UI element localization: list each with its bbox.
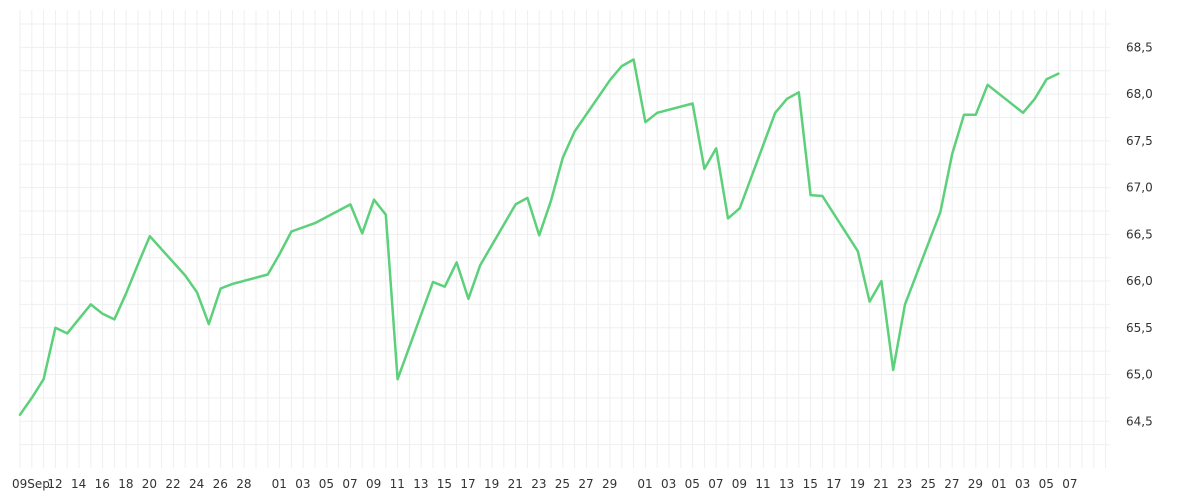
x-tick-label: 09 [732,477,747,491]
y-tick-label: 65,0 [1126,368,1153,382]
x-tick-label: 12 [47,477,62,491]
x-tick-label: 23 [531,477,546,491]
y-tick-label: 64,5 [1126,414,1153,428]
x-tick-label: 25 [921,477,936,491]
y-tick-label: 65,5 [1126,321,1153,335]
x-tick-label: 20 [142,477,157,491]
x-tick-label: 24 [189,477,204,491]
x-tick-label: 18 [118,477,133,491]
vertical-gridlines [19,10,1107,468]
x-tick-label: 03 [295,477,310,491]
x-tick-label: 26 [213,477,228,491]
x-tick-label: 13 [413,477,428,491]
x-tick-label: 11 [390,477,405,491]
x-tick-label: 09 [366,477,381,491]
x-tick-label: 03 [661,477,676,491]
x-tick-label: 09Sep [12,477,50,491]
x-tick-label: 01 [991,477,1006,491]
y-tick-label: 66,0 [1126,274,1153,288]
x-tick-label: 15 [437,477,452,491]
x-tick-label: 16 [95,477,110,491]
y-tick-label: 67,5 [1126,134,1153,148]
x-tick-label: 19 [484,477,499,491]
x-tick-label: 14 [71,477,86,491]
x-tick-label: 27 [944,477,959,491]
x-tick-label: 05 [319,477,334,491]
x-tick-label: 29 [968,477,983,491]
x-tick-label: 01 [272,477,287,491]
y-axis-tick-labels: 64,5 65,0 65,5 66,0 66,5 67,0 67,5 68,0 68,5 [1126,40,1153,428]
x-tick-label: 17 [460,477,475,491]
x-tick-label: 28 [236,477,251,491]
x-tick-label: 07 [342,477,357,491]
x-tick-label: 21 [508,477,523,491]
series-group [18,58,1060,416]
x-tick-label: 11 [755,477,770,491]
series-line [18,58,1060,416]
y-tick-label: 68,0 [1126,87,1153,101]
x-tick-label: 05 [1039,477,1054,491]
y-tick-label: 66,5 [1126,227,1153,241]
x-tick-label: 17 [826,477,841,491]
x-tick-label: 23 [897,477,912,491]
x-tick-label: 25 [555,477,570,491]
x-tick-label: 07 [1062,477,1077,491]
x-tick-label: 13 [779,477,794,491]
x-tick-label: 27 [578,477,593,491]
x-tick-label: 21 [873,477,888,491]
x-tick-label: 07 [708,477,723,491]
x-tick-label: 29 [602,477,617,491]
y-tick-label: 67,0 [1126,181,1153,195]
x-tick-label: 22 [165,477,180,491]
x-tick-label: 15 [803,477,818,491]
y-tick-label: 68,5 [1126,40,1153,54]
x-tick-label: 05 [685,477,700,491]
x-tick-label: 03 [1015,477,1030,491]
x-tick-label: 19 [850,477,865,491]
x-tick-label: 01 [637,477,652,491]
horizontal-gridlines [20,23,1110,446]
